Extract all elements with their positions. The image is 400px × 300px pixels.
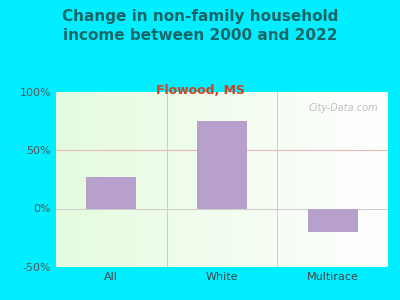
- Bar: [86, 177, 136, 208]
- Text: Change in non-family household
income between 2000 and 2022: Change in non-family household income be…: [62, 9, 338, 43]
- Text: City-Data.com: City-Data.com: [309, 103, 378, 113]
- Bar: [308, 208, 358, 232]
- Text: Flowood, MS: Flowood, MS: [156, 84, 244, 97]
- Bar: [197, 121, 247, 208]
